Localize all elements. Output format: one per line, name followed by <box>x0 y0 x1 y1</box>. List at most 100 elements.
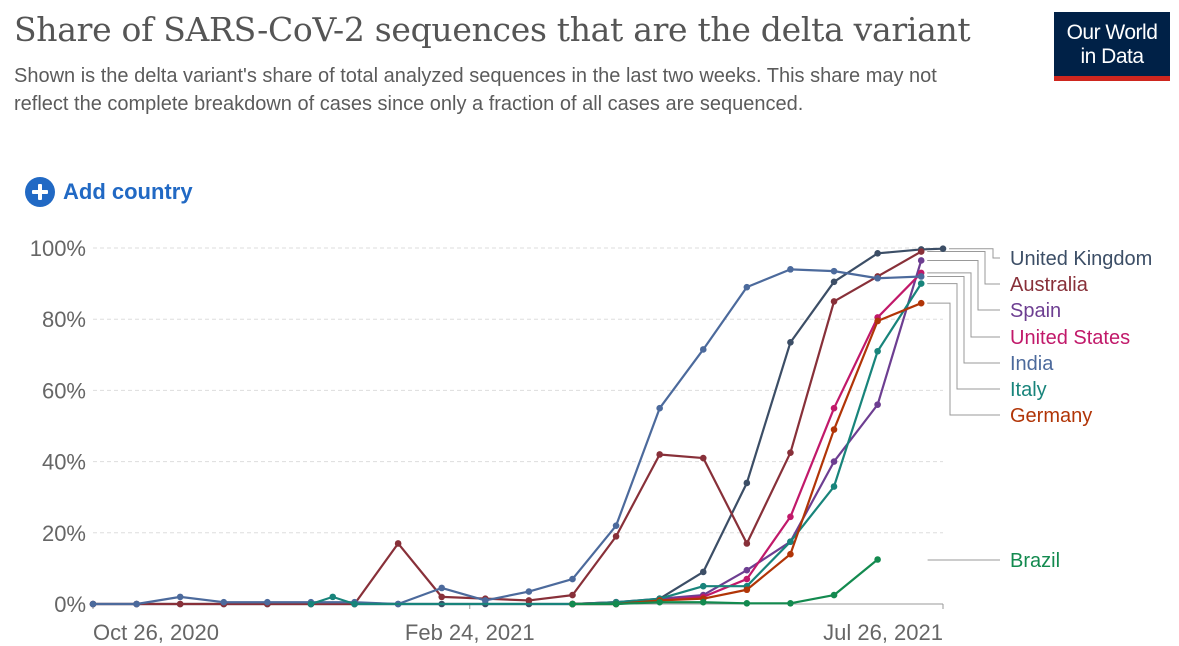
legend-label-brazil[interactable]: Brazil <box>1010 550 1060 572</box>
data-point[interactable] <box>830 404 838 412</box>
data-point[interactable] <box>830 591 838 599</box>
legend-leader <box>927 259 1000 311</box>
series-line[interactable] <box>310 283 923 606</box>
add-country-button[interactable]: Add country <box>25 176 193 208</box>
data-point[interactable] <box>394 540 402 547</box>
owid-logo[interactable]: Our World in Data <box>1054 12 1170 81</box>
data-point[interactable] <box>917 248 925 255</box>
data-point[interactable] <box>176 593 184 601</box>
series-line[interactable] <box>93 247 944 606</box>
data-point[interactable] <box>874 556 881 563</box>
data-point[interactable] <box>351 600 358 608</box>
data-point[interactable] <box>830 458 838 465</box>
data-point[interactable] <box>874 250 881 257</box>
plus-circle-icon <box>25 177 55 207</box>
data-point[interactable] <box>699 454 707 462</box>
legend-leader <box>927 302 1000 416</box>
data-point[interactable] <box>699 568 707 576</box>
data-point[interactable] <box>307 600 315 608</box>
data-point[interactable] <box>787 599 794 607</box>
series-united-kingdom[interactable] <box>89 245 947 608</box>
legend-leader <box>927 251 1000 285</box>
data-point[interactable] <box>917 257 925 264</box>
data-point[interactable] <box>612 522 620 529</box>
data-point[interactable] <box>787 550 794 558</box>
data-point[interactable] <box>917 280 925 287</box>
data-point[interactable] <box>438 584 446 592</box>
data-point[interactable] <box>830 298 838 305</box>
legend: United Kingdom Australia Spain United State… <box>1010 248 1152 572</box>
data-point[interactable] <box>743 479 751 487</box>
data-point[interactable] <box>743 586 751 594</box>
series-line[interactable] <box>93 268 922 606</box>
data-point[interactable] <box>482 597 489 604</box>
data-point[interactable] <box>656 598 663 606</box>
data-point[interactable] <box>743 599 751 607</box>
series-india[interactable] <box>89 266 925 608</box>
legend-label-united-states[interactable]: United States <box>1010 327 1130 349</box>
data-point[interactable] <box>699 582 707 590</box>
data-point[interactable] <box>176 600 184 608</box>
legend-leader <box>949 248 1000 259</box>
data-point[interactable] <box>438 593 446 601</box>
data-point[interactable] <box>743 540 751 547</box>
series-spain[interactable] <box>569 257 925 608</box>
data-point[interactable] <box>917 299 925 307</box>
legend-label-india[interactable]: India <box>1010 353 1054 375</box>
data-point[interactable] <box>220 598 228 606</box>
series-united-states[interactable] <box>569 269 925 608</box>
data-point[interactable] <box>699 346 707 353</box>
y-tick-label: 60% <box>42 378 86 403</box>
x-tick-label: Feb 24, 2021 <box>405 620 535 645</box>
grid-layer: 0% 20% 40% 60% 80% 100% <box>30 236 943 617</box>
data-point[interactable] <box>656 451 663 458</box>
data-point[interactable] <box>787 339 794 346</box>
data-point[interactable] <box>612 600 620 608</box>
data-point[interactable] <box>874 347 881 355</box>
series-line[interactable] <box>572 272 922 606</box>
data-point[interactable] <box>787 513 794 521</box>
data-point[interactable] <box>917 273 925 280</box>
chart-subtitle: Shown is the delta variant's share of to… <box>14 65 937 115</box>
data-point[interactable] <box>830 426 838 433</box>
data-point[interactable] <box>569 600 576 608</box>
data-point[interactable] <box>939 245 947 253</box>
data-point[interactable] <box>874 274 881 282</box>
data-point[interactable] <box>743 566 751 574</box>
data-point[interactable] <box>830 483 838 490</box>
series-germany[interactable] <box>569 299 925 608</box>
logo-line-2: in Data <box>1080 45 1144 68</box>
data-point[interactable] <box>89 600 97 608</box>
data-point[interactable] <box>133 600 140 608</box>
data-point[interactable] <box>612 533 620 540</box>
data-point[interactable] <box>787 538 794 545</box>
data-point[interactable] <box>569 591 576 599</box>
data-point[interactable] <box>525 597 533 604</box>
series-line[interactable] <box>93 250 922 606</box>
data-point[interactable] <box>787 449 794 457</box>
data-point[interactable] <box>569 575 576 583</box>
legend-label-australia[interactable]: Australia <box>1010 274 1089 296</box>
data-point[interactable] <box>329 593 337 601</box>
series-australia[interactable] <box>89 248 925 608</box>
series-line[interactable] <box>572 558 879 606</box>
legend-label-germany[interactable]: Germany <box>1010 405 1092 427</box>
data-point[interactable] <box>264 598 271 606</box>
series-italy[interactable] <box>307 280 925 608</box>
data-point[interactable] <box>525 588 533 595</box>
data-point[interactable] <box>699 598 707 606</box>
data-point[interactable] <box>830 278 838 286</box>
series-line[interactable] <box>572 302 922 606</box>
data-point[interactable] <box>743 575 751 583</box>
series-brazil[interactable] <box>569 556 881 608</box>
data-point[interactable] <box>743 283 751 291</box>
legend-label-united-kingdom[interactable]: United Kingdom <box>1010 248 1152 270</box>
data-point[interactable] <box>656 404 663 412</box>
legend-label-spain[interactable]: Spain <box>1010 300 1061 322</box>
data-point[interactable] <box>830 267 838 275</box>
legend-label-italy[interactable]: Italy <box>1010 379 1047 401</box>
data-point[interactable] <box>874 317 881 325</box>
data-point[interactable] <box>787 266 794 273</box>
series-line[interactable] <box>572 260 923 606</box>
data-point[interactable] <box>874 401 881 408</box>
